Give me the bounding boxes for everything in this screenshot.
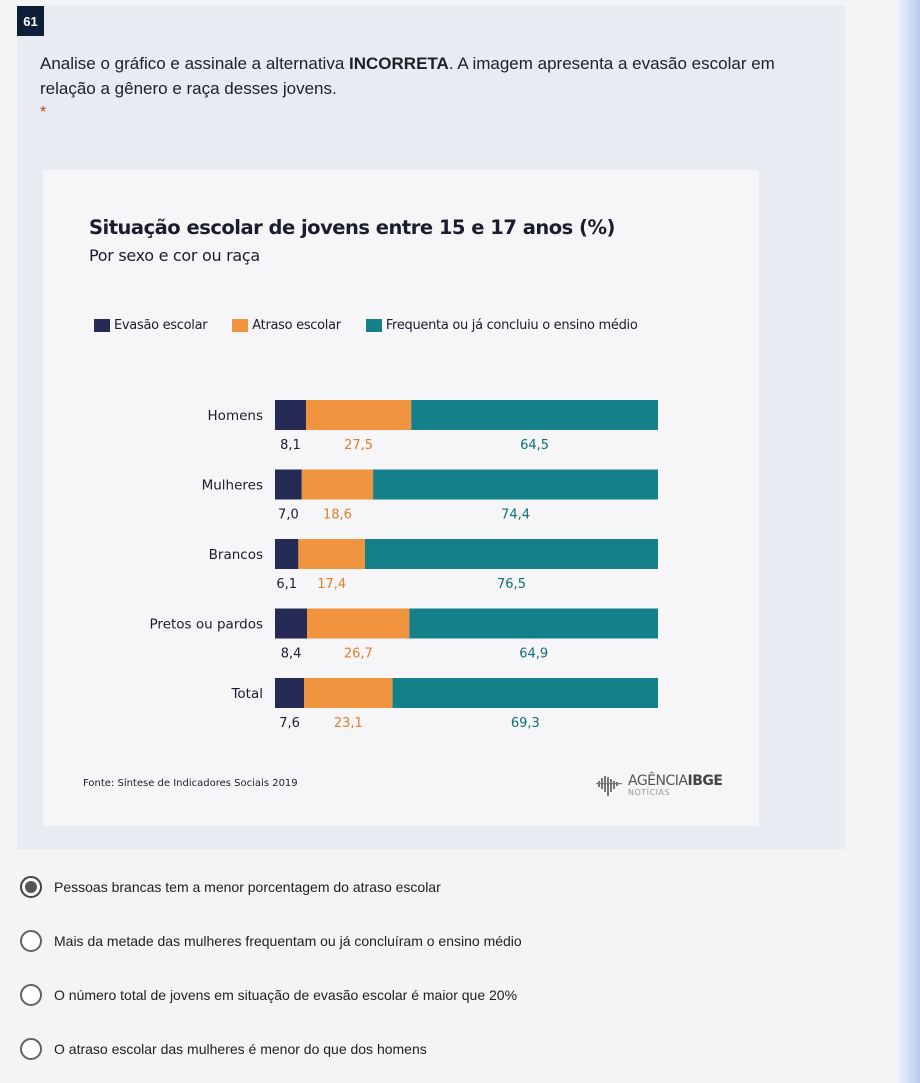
value-label-mulheres-evasao: 7,0 [278, 508, 299, 523]
value-label-total-evasao: 7,6 [279, 716, 300, 731]
bar-homens-frequenta [411, 400, 658, 430]
option-3-label: O número total de jovens em situação de … [54, 987, 518, 1003]
value-label-brancos-frequenta: 76,5 [497, 577, 526, 592]
value-label-pretos-ou-pardos-atraso: 26,7 [344, 647, 373, 662]
bar-total-frequenta [392, 678, 658, 708]
required-marker: * [40, 104, 47, 121]
value-label-homens-frequenta: 64,5 [520, 438, 549, 453]
value-label-homens-atraso: 27,5 [344, 438, 373, 453]
radio-option-2[interactable] [20, 930, 42, 952]
option-3[interactable]: O número total de jovens em situação de … [20, 981, 720, 1009]
brand-name-bold: IBGE [687, 773, 723, 789]
chart-legend: Evasão escolar Atraso escolar Frequenta … [94, 318, 663, 333]
window-edge-glow [898, 0, 920, 1083]
category-label-homens: Homens [208, 408, 263, 424]
category-label-total: Total [230, 686, 263, 702]
value-label-homens-evasao: 8,1 [280, 438, 301, 453]
legend-item-atraso: Atraso escolar [232, 318, 341, 333]
value-label-mulheres-frequenta: 74,4 [501, 508, 530, 523]
bar-total-atraso [304, 678, 393, 708]
category-label-brancos: Brancos [209, 547, 263, 563]
bar-mulheres-evasao [275, 469, 302, 500]
option-1[interactable]: Pessoas brancas tem a menor porcentagem … [20, 873, 720, 901]
value-label-total-atraso: 23,1 [334, 716, 363, 731]
legend-label-atraso: Atraso escolar [252, 318, 341, 333]
bar-pretos-ou-pardos-frequenta [409, 608, 658, 639]
option-4-label: O atraso escolar das mulheres é menor do… [54, 1041, 427, 1057]
legend-swatch-frequenta [365, 319, 382, 332]
radio-option-1[interactable] [20, 876, 42, 898]
question-text-emphasis: INCORRETA [349, 54, 449, 73]
option-2-label: Mais da metade das mulheres frequentam o… [54, 933, 522, 949]
value-label-brancos-atraso: 17,4 [317, 577, 346, 592]
bar-brancos-frequenta [365, 539, 658, 569]
chart-subtitle: Por sexo e cor ou raça [89, 246, 260, 265]
radio-option-3[interactable] [20, 984, 42, 1006]
bar-total-evasao [275, 678, 305, 708]
value-label-pretos-ou-pardos-evasao: 8,4 [281, 647, 302, 662]
agencia-ibge-logo: AGÊNCIAIBGE NOTÍCIAS [596, 773, 723, 798]
chart-title: Situação escolar de jovens entre 15 e 17… [89, 216, 615, 239]
bar-pretos-ou-pardos-atraso [307, 608, 410, 639]
value-label-mulheres-atraso: 18,6 [323, 508, 352, 523]
legend-item-frequenta: Frequenta ou já concluiu o ensino médio [365, 318, 638, 333]
question-text: Analise o gráfico e assinale a alternati… [40, 51, 830, 101]
legend-item-evasao: Evasão escolar [94, 318, 208, 333]
option-2[interactable]: Mais da metade das mulheres frequentam o… [20, 927, 720, 955]
legend-swatch-atraso [232, 319, 249, 332]
brand-subtitle: NOTÍCIAS [628, 788, 671, 797]
question-text-start: Analise o gráfico e assinale a alternati… [40, 54, 350, 73]
bar-pretos-ou-pardos-evasao [275, 608, 308, 639]
bar-homens-atraso [305, 400, 412, 430]
ibge-logo-icon [596, 776, 622, 796]
bar-mulheres-frequenta [373, 469, 658, 500]
legend-label-evasao: Evasão escolar [114, 318, 208, 333]
radio-option-4[interactable] [20, 1038, 42, 1060]
chart-image: Situação escolar de jovens entre 15 e 17… [43, 170, 759, 826]
bar-brancos-evasao [275, 539, 299, 569]
question-number: 61 [17, 6, 44, 36]
category-label-mulheres: Mulheres [202, 478, 263, 494]
brand-name: AGÊNCIAIBGE [628, 773, 723, 789]
chart-bars: Homens 8,1 27,5 64,5 Mulheres 7,0 18,6 74,4 Bran… [150, 400, 658, 731]
value-label-total-frequenta: 69,3 [511, 716, 540, 731]
option-1-label: Pessoas brancas tem a menor porcentagem … [54, 879, 441, 895]
option-4[interactable]: O atraso escolar das mulheres é menor do… [20, 1035, 720, 1063]
chart-source: Fonte: Síntese de Indicadores Sociais 20… [83, 778, 298, 789]
legend-swatch-evasao [94, 319, 110, 332]
question-card: 61 Analise o gráfico e assinale a altern… [17, 6, 845, 849]
value-label-pretos-ou-pardos-frequenta: 64,9 [519, 647, 548, 662]
value-label-brancos-evasao: 6,1 [276, 577, 297, 592]
category-label-pretos-ou-pardos: Pretos ou pardos [150, 617, 263, 633]
bar-homens-evasao [275, 400, 306, 430]
brand-name-light: AGÊNCIA [628, 773, 688, 789]
bar-mulheres-atraso [301, 469, 374, 500]
question-text-end: . A imagem apresenta a evasão escolar em… [40, 54, 775, 98]
bar-brancos-atraso [298, 539, 366, 569]
legend-label-frequenta: Frequenta ou já concluiu o ensino médio [385, 318, 638, 333]
